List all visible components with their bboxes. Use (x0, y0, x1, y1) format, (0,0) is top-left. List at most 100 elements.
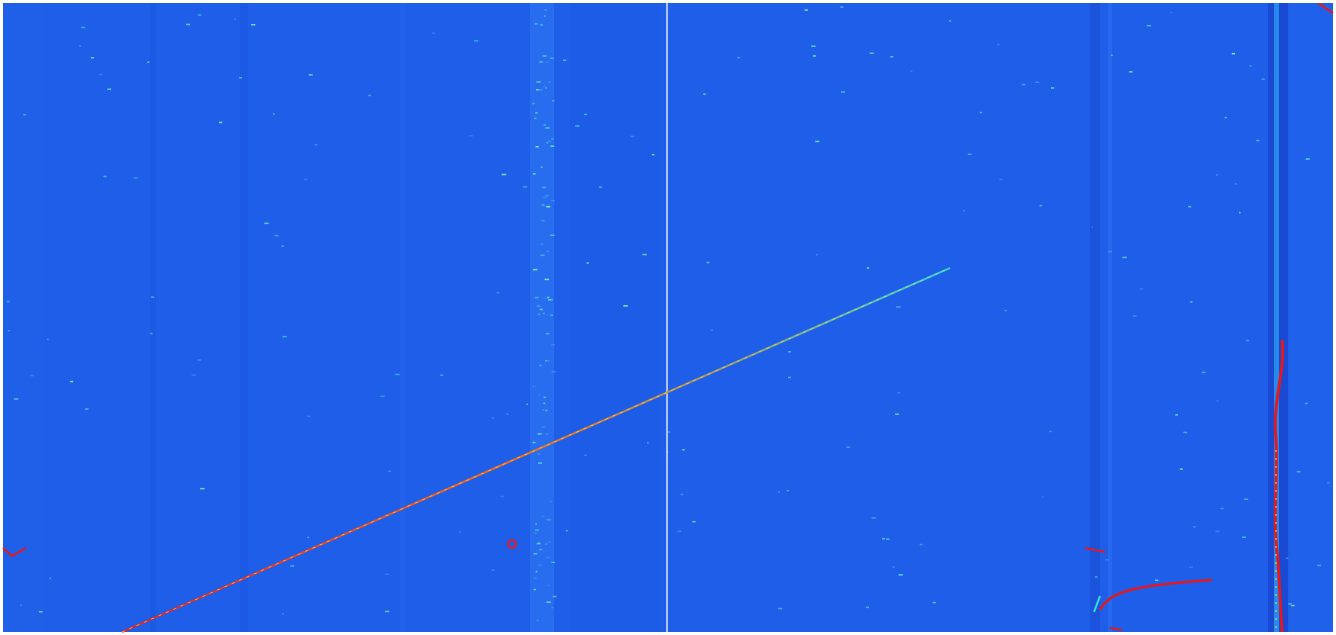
speckle (551, 138, 554, 140)
speckle (545, 87, 547, 89)
speckle (1004, 309, 1007, 312)
speckle (812, 55, 817, 57)
speckle (468, 135, 473, 137)
speckle (545, 409, 548, 412)
speckle (548, 299, 552, 301)
speckle (544, 194, 550, 197)
speckle (541, 186, 547, 189)
speckle (307, 415, 311, 418)
speckle (526, 403, 528, 405)
speckle (545, 333, 550, 335)
speckle (1179, 468, 1183, 470)
speckle (584, 113, 587, 116)
speckle (778, 607, 783, 610)
speckle (46, 338, 49, 341)
speckle (546, 205, 551, 208)
speckle (547, 296, 550, 299)
speckle (6, 300, 10, 303)
speckle (623, 305, 628, 307)
speckle (692, 520, 696, 523)
speckle (532, 268, 538, 271)
speckle (546, 601, 551, 603)
speckle (677, 530, 682, 533)
speckle (642, 253, 647, 256)
speckle (1220, 507, 1224, 510)
speckle (543, 402, 546, 405)
speckle (307, 536, 309, 539)
speckle (545, 359, 547, 362)
speckle (1193, 526, 1196, 528)
speckle (98, 73, 102, 76)
speckle (536, 81, 541, 83)
curve-trace (1098, 578, 1213, 611)
speckle (963, 209, 966, 212)
speckle (107, 88, 112, 90)
speckle (949, 20, 952, 22)
speckle (534, 117, 537, 120)
speckle (532, 441, 536, 444)
speckle (544, 15, 546, 17)
speckle (1175, 414, 1178, 416)
speckle (536, 619, 539, 622)
speckle (1049, 430, 1052, 433)
speckle (710, 329, 713, 331)
speckle (1108, 250, 1112, 253)
speckle (234, 18, 236, 21)
speckle (1189, 566, 1193, 568)
speckle (538, 564, 542, 566)
speckle (281, 245, 285, 247)
speckled-band (530, 3, 554, 632)
speckle (1110, 54, 1113, 57)
speckle (667, 431, 671, 433)
speckle (997, 43, 1000, 46)
speckle (541, 204, 545, 206)
speckle (496, 292, 500, 294)
speckle (535, 570, 538, 573)
light-band (1274, 3, 1279, 632)
speckle (706, 261, 710, 264)
speckle (539, 61, 543, 63)
speckle (999, 178, 1003, 181)
speckle (1215, 530, 1220, 533)
speckle (540, 166, 543, 168)
speckle (85, 408, 89, 410)
speckle (303, 178, 308, 181)
speckle (584, 454, 587, 457)
speckle (896, 306, 901, 308)
speckle (219, 121, 223, 124)
speckle (630, 135, 635, 138)
speckle (897, 392, 901, 394)
speckle (440, 374, 444, 376)
speckle (647, 442, 649, 444)
speckle (432, 32, 436, 34)
stripe (150, 3, 156, 632)
speckle (548, 140, 551, 142)
speckle (543, 297, 548, 299)
speckle (459, 531, 462, 533)
speckle (506, 413, 509, 415)
speckle (23, 113, 27, 116)
speckle (1122, 256, 1127, 259)
speckle (1242, 536, 1246, 538)
speckle (1216, 400, 1219, 402)
speckle (533, 577, 537, 579)
speckle (537, 453, 540, 455)
speckle (532, 173, 536, 175)
speckle (869, 52, 874, 54)
speckle (545, 61, 549, 64)
speckle (474, 40, 479, 42)
speckle (890, 56, 894, 58)
speckle (539, 308, 543, 311)
speckle (282, 335, 287, 338)
speckle (1188, 205, 1192, 208)
speckle (385, 610, 390, 613)
speckle (967, 153, 972, 156)
speckle (501, 173, 507, 176)
speckle (1050, 87, 1055, 89)
speckle (547, 81, 551, 83)
speckle (1243, 498, 1249, 500)
speckle (547, 541, 552, 543)
speckle (547, 519, 550, 521)
speckle (550, 314, 553, 316)
